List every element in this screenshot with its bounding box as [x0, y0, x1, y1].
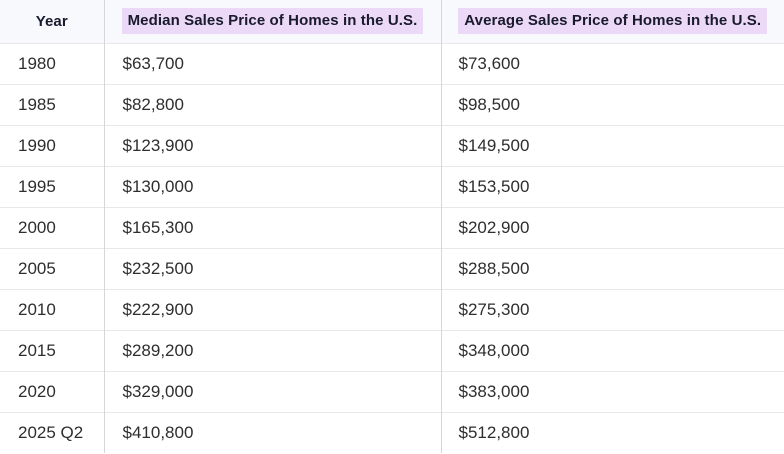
- table-body: 1980 $63,700 $73,600 1985 $82,800 $98,500 1990…: [0, 42, 784, 453]
- year-cell: 2020: [0, 370, 104, 412]
- median-price-cell: $82,800: [103, 83, 441, 125]
- average-price-cell: $383,000: [440, 370, 784, 412]
- table-row: 2005 $232,500 $288,500: [0, 247, 784, 289]
- column-header-median-price: Median Sales Price of Homes in the U.S.: [103, 0, 441, 43]
- average-price-cell: $288,500: [440, 247, 784, 289]
- average-price-cell: $202,900: [440, 206, 784, 248]
- average-price-cell: $275,300: [440, 288, 784, 330]
- year-cell: 2000: [0, 206, 104, 248]
- column-header-year: Year: [0, 0, 104, 43]
- table-row: 1990 $123,900 $149,500: [0, 124, 784, 166]
- median-price-cell: $165,300: [103, 206, 441, 248]
- average-price-cell: $73,600: [440, 42, 784, 84]
- year-cell: 2005: [0, 247, 104, 289]
- year-cell: 1995: [0, 165, 104, 207]
- table-row: 2025 Q2 $410,800 $512,800: [0, 411, 784, 453]
- median-price-cell: $289,200: [103, 329, 441, 371]
- year-cell: 2015: [0, 329, 104, 371]
- year-cell: 1985: [0, 83, 104, 125]
- average-price-cell: $149,500: [440, 124, 784, 166]
- year-cell: 1980: [0, 42, 104, 84]
- table-row: 2000 $165,300 $202,900: [0, 206, 784, 248]
- column-header-average-price-label: Average Sales Price of Homes in the U.S.: [458, 8, 768, 35]
- average-price-cell: $98,500: [440, 83, 784, 125]
- year-cell: 1990: [0, 124, 104, 166]
- table-row: 1985 $82,800 $98,500: [0, 83, 784, 125]
- average-price-cell: $153,500: [440, 165, 784, 207]
- year-cell: 2025 Q2: [0, 411, 104, 453]
- column-header-year-label: Year: [35, 12, 68, 30]
- column-header-median-price-label: Median Sales Price of Homes in the U.S.: [121, 8, 424, 35]
- median-price-cell: $130,000: [103, 165, 441, 207]
- median-price-cell: $232,500: [103, 247, 441, 289]
- median-price-cell: $123,900: [103, 124, 441, 166]
- table-row: 1995 $130,000 $153,500: [0, 165, 784, 207]
- median-price-cell: $410,800: [103, 411, 441, 453]
- table-row: 2015 $289,200 $348,000: [0, 329, 784, 371]
- table-row: 2010 $222,900 $275,300: [0, 288, 784, 330]
- median-price-cell: $63,700: [103, 42, 441, 84]
- year-cell: 2010: [0, 288, 104, 330]
- median-price-cell: $222,900: [103, 288, 441, 330]
- table-row: 2020 $329,000 $383,000: [0, 370, 784, 412]
- column-header-average-price: Average Sales Price of Homes in the U.S.: [440, 0, 784, 43]
- header-row: Year Median Sales Price of Homes in the …: [0, 0, 784, 43]
- median-price-cell: $329,000: [103, 370, 441, 412]
- average-price-cell: $512,800: [440, 411, 784, 453]
- average-price-cell: $348,000: [440, 329, 784, 371]
- table-row: 1980 $63,700 $73,600: [0, 42, 784, 84]
